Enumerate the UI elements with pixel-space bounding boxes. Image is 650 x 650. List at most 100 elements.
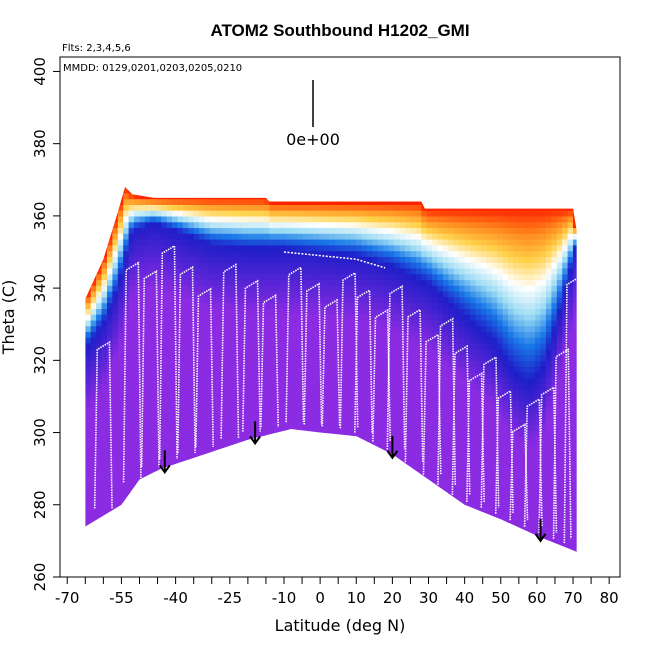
heatmap-cell bbox=[144, 354, 151, 361]
heatmap-cell bbox=[388, 545, 395, 552]
heatmap-cell bbox=[302, 273, 309, 281]
heatmap-cell bbox=[101, 539, 108, 546]
heatmap-cell bbox=[220, 475, 227, 483]
heatmap-cell bbox=[199, 441, 206, 448]
heatmap-cell bbox=[399, 187, 406, 194]
heatmap-cell bbox=[188, 279, 195, 286]
heatmap-cell bbox=[96, 383, 103, 390]
heatmap-cell bbox=[144, 221, 151, 229]
heatmap-cell bbox=[388, 377, 395, 385]
heatmap-cell bbox=[388, 308, 395, 315]
heatmap-cell bbox=[383, 493, 390, 500]
heatmap-cell bbox=[242, 279, 249, 286]
heatmap-cell bbox=[128, 204, 135, 211]
heatmap-cell bbox=[285, 423, 292, 431]
heatmap-cell bbox=[470, 250, 477, 257]
heatmap-cell bbox=[123, 256, 130, 263]
heatmap-cell bbox=[372, 348, 379, 356]
heatmap-cell bbox=[437, 516, 444, 523]
heatmap-cell bbox=[426, 314, 433, 321]
heatmap-cell bbox=[329, 389, 336, 396]
heatmap-cell bbox=[318, 360, 325, 367]
heatmap-cell bbox=[329, 175, 335, 181]
heatmap-cell bbox=[85, 319, 92, 327]
heatmap-cell bbox=[388, 343, 395, 350]
heatmap-cell bbox=[377, 343, 384, 350]
heatmap-cell bbox=[421, 267, 428, 275]
heatmap-cell bbox=[269, 452, 276, 460]
heatmap-cell bbox=[475, 366, 482, 373]
heatmap-cell bbox=[177, 267, 184, 275]
heatmap-cell bbox=[421, 522, 428, 529]
heatmap-cell bbox=[340, 464, 346, 471]
heatmap-cell bbox=[237, 551, 243, 552]
heatmap-cell bbox=[90, 244, 97, 252]
heatmap-cell bbox=[312, 533, 319, 541]
heatmap-cell bbox=[410, 423, 417, 431]
heatmap-cell bbox=[172, 279, 178, 286]
heatmap-cell bbox=[242, 383, 249, 390]
heatmap-cell bbox=[443, 187, 449, 194]
heatmap-cell bbox=[177, 285, 184, 292]
heatmap-cell bbox=[134, 175, 140, 181]
heatmap-cell bbox=[139, 545, 146, 552]
heatmap-cell bbox=[242, 354, 249, 361]
heatmap-cell bbox=[264, 383, 271, 390]
heatmap-cell bbox=[193, 273, 200, 281]
heatmap-cell bbox=[302, 244, 309, 252]
heatmap-cell bbox=[204, 475, 211, 483]
heatmap-cell bbox=[448, 227, 455, 234]
heatmap-cell bbox=[432, 187, 439, 188]
heatmap-cell bbox=[242, 273, 249, 281]
heatmap-cell bbox=[182, 366, 189, 373]
heatmap-cell bbox=[204, 452, 211, 460]
heatmap-cell bbox=[155, 187, 162, 188]
heatmap-cell bbox=[275, 262, 281, 269]
heatmap-cell bbox=[144, 504, 151, 512]
heatmap-cell bbox=[421, 262, 428, 269]
heatmap-cell bbox=[280, 279, 287, 286]
heatmap-cell bbox=[323, 533, 330, 541]
heatmap-cell bbox=[96, 510, 103, 517]
heatmap-cell bbox=[155, 215, 162, 223]
heatmap-cell bbox=[356, 221, 363, 229]
heatmap-cell bbox=[112, 302, 119, 309]
heatmap-cell bbox=[383, 198, 390, 205]
heatmap-cell bbox=[377, 360, 384, 367]
heatmap-cell bbox=[226, 406, 233, 413]
heatmap-cell bbox=[96, 400, 103, 408]
heatmap-cell bbox=[194, 170, 200, 176]
heatmap-cell bbox=[204, 423, 211, 431]
heatmap-cell bbox=[443, 170, 449, 176]
heatmap-cell bbox=[307, 210, 314, 217]
heatmap-cell bbox=[182, 499, 189, 506]
heatmap-cell bbox=[199, 285, 206, 292]
heatmap-cell bbox=[345, 395, 352, 402]
heatmap-cell bbox=[264, 210, 271, 217]
heatmap-cell bbox=[296, 233, 303, 240]
heatmap-cell bbox=[410, 522, 417, 529]
heatmap-cell bbox=[193, 464, 200, 471]
heatmap-cell bbox=[231, 464, 238, 471]
heatmap-cell bbox=[101, 510, 108, 517]
heatmap-cell bbox=[90, 470, 97, 477]
heatmap-cell bbox=[112, 308, 119, 315]
heatmap-cell bbox=[323, 210, 330, 217]
heatmap-cell bbox=[334, 371, 341, 379]
heatmap-cell bbox=[85, 302, 92, 309]
heatmap-cell bbox=[388, 354, 395, 361]
heatmap-cell bbox=[280, 395, 287, 402]
heatmap-cell bbox=[193, 539, 200, 546]
heatmap-cell bbox=[464, 314, 471, 321]
heatmap-cell bbox=[470, 325, 477, 333]
heatmap-cell bbox=[323, 314, 330, 321]
heatmap-cell bbox=[356, 475, 363, 483]
heatmap-cell bbox=[150, 406, 157, 413]
heatmap-cell bbox=[134, 475, 141, 483]
heatmap-cell bbox=[253, 314, 260, 321]
heatmap-cell bbox=[307, 395, 314, 402]
heatmap-cell bbox=[323, 291, 330, 298]
heatmap-cell bbox=[188, 314, 195, 321]
heatmap-cell bbox=[139, 423, 146, 431]
heatmap-cell bbox=[383, 499, 390, 506]
